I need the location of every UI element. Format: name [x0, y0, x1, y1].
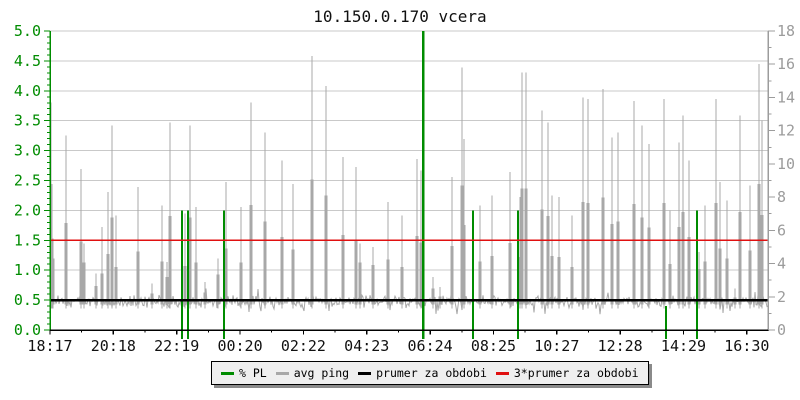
y-right-tick-label: 16 [777, 55, 795, 73]
y-left-tick-label: 1.5 [14, 231, 41, 249]
y-right-tick-label: 12 [777, 122, 795, 140]
y-left-tick-label: 3.5 [14, 112, 41, 130]
y-left-tick-label: 4.0 [14, 82, 41, 100]
legend-color-dash [221, 371, 234, 375]
legend-color-dash [358, 371, 372, 375]
x-tick-label: 04:23 [344, 337, 389, 355]
y-left-tick-label: 0.5 [14, 291, 41, 309]
y-left-tick-label: 4.5 [14, 52, 41, 70]
y-right-tick-label: 0 [777, 321, 786, 339]
legend-item-prumer-za-obdobi: prumer za obdobi [358, 366, 487, 380]
legend-item-avg-ping: avg ping [275, 366, 350, 380]
legend-label: avg ping [293, 366, 350, 380]
y-left-tick-label: 5.0 [14, 22, 41, 40]
y-right-tick-label: 6 [777, 221, 786, 239]
y-right-tick-label: 2 [777, 288, 786, 306]
x-tick-label: 18:17 [27, 337, 72, 355]
legend-label: prumer za obdobi [376, 366, 487, 380]
legend: % PL avg ping prumer za obdobi 3*prumer za … [211, 361, 649, 385]
legend-label: 3*prumer za obdobi [513, 366, 639, 380]
y-left-tick-label: 0.0 [14, 321, 41, 339]
legend-label: % PL [239, 366, 267, 380]
x-tick-label: 10:27 [534, 337, 579, 355]
x-tick-label: 12:28 [598, 337, 643, 355]
x-tick-label: 14:29 [661, 337, 706, 355]
x-tick-label: 02:22 [281, 337, 326, 355]
y-right-tick-label: 14 [777, 88, 795, 106]
y-left-tick-label: 2.0 [14, 201, 41, 219]
avg-ping-line [49, 288, 769, 315]
x-tick-label: 00:20 [217, 337, 262, 355]
legend-item-3-prumer-za-obdobi: 3*prumer za obdobi [495, 366, 639, 380]
y-left-tick-label: 2.5 [14, 172, 41, 190]
x-tick-label: 20:18 [91, 337, 136, 355]
y-right-tick-label: 8 [777, 188, 786, 206]
y-right-tick-label: 18 [777, 22, 795, 40]
legend-item--pl: % PL [221, 366, 267, 380]
y-right-tick-label: 10 [777, 155, 795, 173]
x-tick-label: 06:24 [408, 337, 453, 355]
y-right-tick-label: 4 [777, 255, 786, 273]
y-left-tick-label: 1.0 [14, 261, 41, 279]
y-left-tick-label: 3.0 [14, 142, 41, 160]
x-tick-label: 16:30 [724, 337, 769, 355]
x-tick-label: 08:25 [471, 337, 516, 355]
x-tick-label: 22:19 [154, 337, 199, 355]
chart-title: 10.150.0.170 vcera [313, 7, 487, 26]
legend-color-dash [275, 371, 289, 375]
legend-color-dash [495, 371, 509, 375]
